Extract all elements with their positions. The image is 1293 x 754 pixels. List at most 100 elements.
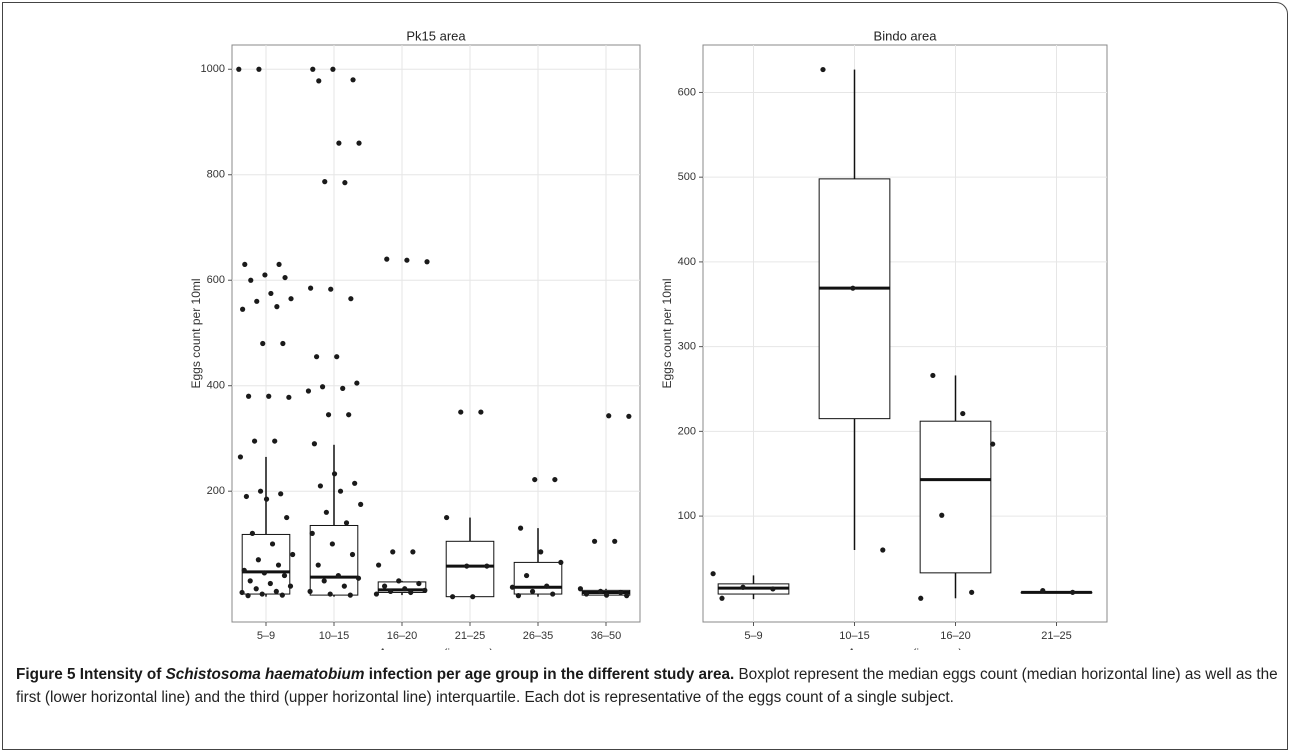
data-point bbox=[273, 588, 279, 595]
data-point bbox=[290, 551, 296, 558]
data-point bbox=[256, 66, 262, 72]
data-point bbox=[242, 261, 248, 268]
data-point bbox=[770, 586, 776, 592]
data-point bbox=[268, 290, 274, 297]
data-point bbox=[247, 578, 253, 584]
data-point bbox=[603, 592, 610, 598]
data-point bbox=[316, 78, 322, 84]
data-point bbox=[284, 514, 290, 521]
data-point bbox=[449, 594, 456, 600]
data-point bbox=[930, 372, 936, 379]
data-point bbox=[321, 578, 327, 584]
data-point bbox=[552, 476, 558, 483]
x-tick-label: 21–25 bbox=[1041, 630, 1072, 642]
data-point bbox=[384, 256, 390, 262]
data-point bbox=[710, 571, 716, 577]
data-point bbox=[597, 588, 604, 595]
data-point bbox=[612, 538, 618, 544]
data-point bbox=[286, 394, 292, 400]
data-point bbox=[376, 562, 382, 568]
y-tick-label: 300 bbox=[678, 341, 696, 353]
data-point bbox=[532, 476, 538, 483]
data-point bbox=[342, 180, 348, 186]
data-point bbox=[254, 298, 260, 304]
data-point bbox=[402, 586, 408, 592]
data-point bbox=[257, 488, 264, 494]
data-point bbox=[263, 496, 270, 502]
data-point bbox=[282, 274, 288, 281]
box bbox=[309, 524, 359, 596]
data-point bbox=[404, 257, 410, 263]
data-point bbox=[470, 594, 476, 600]
box bbox=[919, 420, 992, 574]
data-point bbox=[334, 354, 340, 360]
data-point bbox=[484, 563, 490, 569]
data-point bbox=[410, 549, 416, 555]
x-axis-label: Age groups (in years) bbox=[379, 646, 494, 650]
data-point bbox=[550, 591, 556, 597]
plot-panel bbox=[231, 44, 641, 623]
data-point bbox=[422, 587, 428, 593]
x-tick-label: 5–9 bbox=[257, 630, 275, 642]
data-point bbox=[373, 591, 380, 597]
data-point bbox=[272, 438, 278, 444]
data-point bbox=[348, 296, 354, 302]
x-tick-label: 10–15 bbox=[319, 630, 350, 642]
data-point bbox=[240, 306, 246, 312]
data-point bbox=[544, 583, 550, 589]
data-point bbox=[1070, 589, 1076, 595]
data-point bbox=[538, 549, 544, 555]
data-point bbox=[624, 593, 630, 599]
data-point bbox=[287, 583, 294, 589]
data-point bbox=[343, 520, 350, 526]
data-point bbox=[340, 385, 346, 391]
data-point bbox=[960, 410, 966, 417]
data-point bbox=[335, 572, 341, 579]
data-point bbox=[310, 66, 316, 72]
x-tick-label: 21–25 bbox=[455, 630, 486, 642]
panel-title: Pk15 area bbox=[406, 28, 466, 43]
data-point bbox=[591, 538, 598, 544]
data-point bbox=[408, 589, 414, 596]
data-point bbox=[346, 412, 352, 418]
caption-text: Boxplot represent the median eggs count … bbox=[16, 666, 1278, 706]
box bbox=[241, 533, 291, 595]
data-point bbox=[529, 588, 536, 595]
data-point bbox=[281, 572, 288, 579]
data-point bbox=[262, 272, 268, 278]
data-point bbox=[515, 593, 522, 599]
data-point bbox=[820, 66, 826, 73]
data-point bbox=[336, 140, 342, 146]
data-point bbox=[719, 595, 725, 601]
data-point bbox=[517, 525, 524, 531]
data-point bbox=[341, 583, 347, 589]
data-point bbox=[259, 591, 265, 597]
data-point bbox=[311, 441, 318, 447]
y-tick-label: 200 bbox=[207, 485, 225, 497]
data-point bbox=[239, 589, 245, 596]
data-point bbox=[313, 354, 320, 360]
data-point bbox=[740, 584, 746, 590]
data-point bbox=[308, 285, 314, 291]
data-point bbox=[260, 340, 266, 347]
box bbox=[513, 561, 563, 595]
data-point bbox=[387, 588, 394, 595]
data-point bbox=[358, 501, 364, 507]
data-point bbox=[464, 563, 470, 569]
x-axis-label: Age groups (in years) bbox=[848, 646, 963, 650]
panel-title: Bindo area bbox=[874, 28, 938, 43]
data-point bbox=[381, 583, 388, 589]
caption-label: Figure 5 bbox=[16, 666, 76, 683]
y-tick-label: 200 bbox=[678, 425, 696, 437]
data-point bbox=[969, 589, 975, 595]
x-tick-label: 10–15 bbox=[839, 630, 870, 642]
figure: Pk15 area 200 400 600 800 1000 5–9 10–15 16–20 21… bbox=[189, 28, 1108, 650]
data-point bbox=[355, 575, 362, 581]
y-tick-label: 1000 bbox=[201, 63, 225, 75]
data-point bbox=[243, 493, 250, 500]
x-tick-label: 36–50 bbox=[591, 630, 622, 642]
data-point bbox=[236, 66, 242, 72]
data-point bbox=[618, 589, 624, 596]
data-point bbox=[349, 551, 356, 558]
data-point bbox=[251, 438, 258, 444]
